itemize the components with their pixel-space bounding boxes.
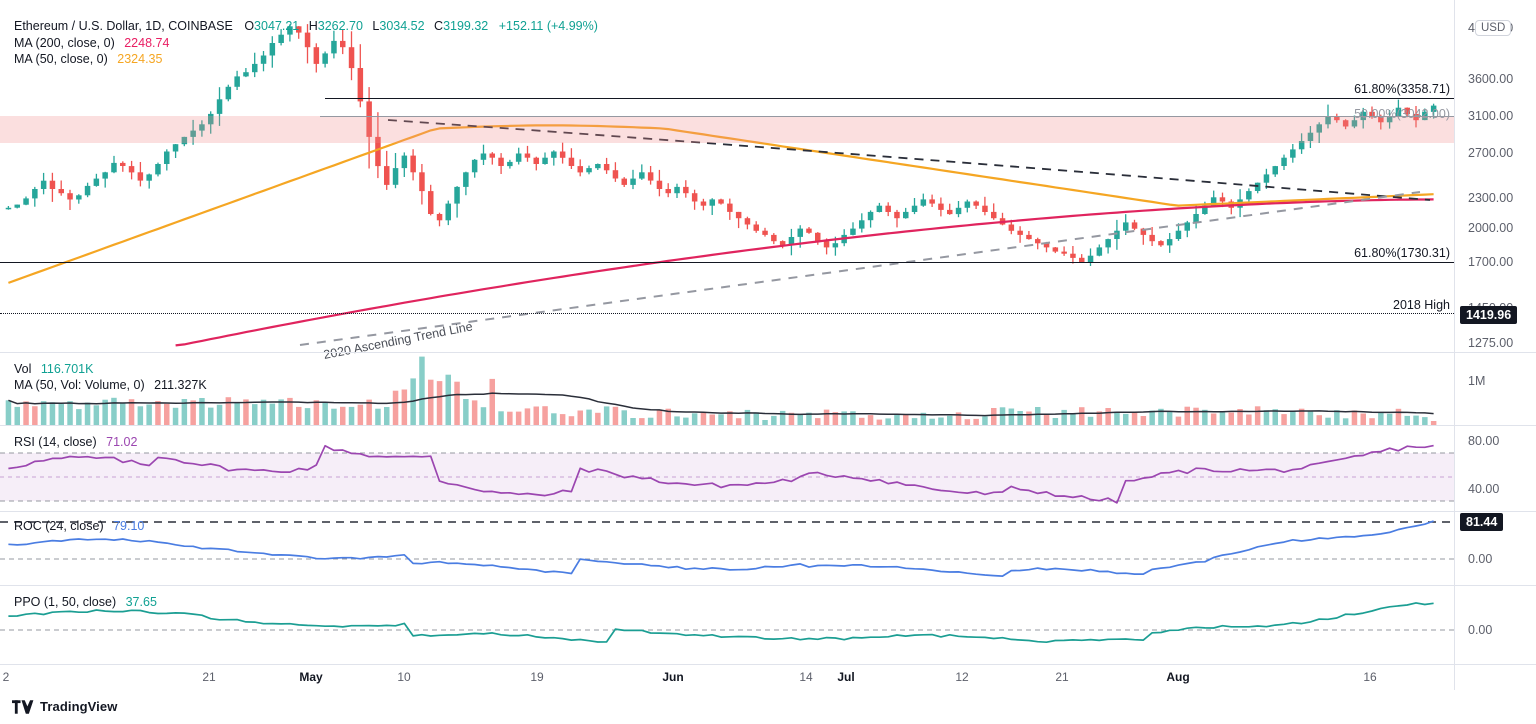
rsi-tick: 80.00 (1468, 434, 1500, 448)
rsi-tick: 40.00 (1468, 482, 1500, 496)
fib-label-618-upper: 61.80%(3358.71) (1354, 82, 1450, 96)
roc-axis[interactable]: 0.00 81.44 (1454, 512, 1536, 585)
fib-label-500: 50.00%(3042.00) (1354, 107, 1450, 121)
axis-divider (1454, 0, 1455, 690)
symbol-ohlc-row: Ethereum / U.S. Dollar, 1D, COINBASE O30… (14, 18, 598, 34)
ma200-value: 2248.74 (124, 36, 170, 50)
high-2018-line (0, 313, 1454, 314)
fib-line-500 (320, 116, 1454, 117)
volume-pane[interactable] (0, 353, 1454, 425)
time-axis[interactable]: 2 21 May 10 19 Jun 14 Jul 12 21 Aug 16 (0, 664, 1536, 692)
time-axis-label: 12 (955, 670, 969, 684)
ppo-legend[interactable]: PPO (1, 50, close) 37.65 (14, 594, 157, 610)
time-axis-label: May (299, 670, 323, 684)
pane-divider (0, 511, 1536, 512)
low-label: L (372, 19, 380, 33)
time-axis-label: Jul (837, 670, 855, 684)
price-tick: 2300.00 (1468, 191, 1514, 205)
ppo-pane[interactable] (0, 586, 1454, 664)
rsi-axis[interactable]: 80.00 40.00 (1454, 426, 1536, 511)
rsi-pane[interactable] (0, 426, 1454, 511)
tradingview-branding[interactable]: TradingView (12, 699, 117, 714)
high-value: 3262.70 (317, 19, 363, 33)
pane-divider (0, 352, 1536, 353)
price-legend: Ethereum / U.S. Dollar, 1D, COINBASE O30… (14, 18, 598, 67)
time-axis-label: 14 (799, 670, 813, 684)
vol-label: Vol (14, 362, 32, 376)
roc-legend[interactable]: ROC (24, close) 79.10 (14, 518, 144, 534)
price-chart-svg (5, 24, 1437, 347)
vol-ma-label: MA (50, Vol: Volume, 0) (14, 378, 145, 392)
resistance-zone (0, 116, 1454, 143)
time-axis-label: 19 (530, 670, 544, 684)
tradingview-label: TradingView (40, 699, 118, 714)
currency-badge[interactable]: USD (1475, 20, 1512, 36)
price-tick: 3100.00 (1468, 109, 1514, 123)
volume-chart-svg (5, 356, 1437, 425)
ma200-label: MA (200, close, 0) (14, 36, 115, 50)
ppo-label: PPO (1, 50, close) (14, 595, 117, 609)
high-2018-label: 2018 High (1393, 298, 1450, 312)
roc-pane[interactable] (0, 512, 1454, 585)
vol-ma-row[interactable]: MA (50, Vol: Volume, 0) 211.327K (14, 377, 207, 393)
close-value: 3199.32 (443, 19, 489, 33)
fib-line-618-lower (0, 262, 1454, 263)
ma50-label: MA (50, close, 0) (14, 52, 108, 66)
time-axis-label: 2 (2, 670, 10, 684)
volume-legend: Vol 116.701K MA (50, Vol: Volume, 0) 211… (14, 361, 207, 393)
fib-line-618-upper (325, 98, 1454, 99)
volume-tick: 1M (1468, 374, 1486, 388)
time-axis-label: Aug (1166, 670, 1190, 684)
change-value: +152.11 (+4.99%) (498, 19, 598, 33)
roc-tick: 0.00 (1468, 552, 1493, 566)
rsi-chart-svg (0, 444, 1454, 504)
roc-value: 79.10 (113, 519, 145, 533)
ma200-row[interactable]: MA (200, close, 0) 2248.74 (14, 35, 598, 51)
open-value: 3047.21 (254, 19, 300, 33)
roc-chart-svg (0, 520, 1454, 577)
ppo-tick: 0.00 (1468, 623, 1493, 637)
symbol-title[interactable]: Ethereum / U.S. Dollar, 1D, COINBASE (14, 19, 233, 33)
vol-row[interactable]: Vol 116.701K (14, 361, 207, 377)
time-axis-label: 10 (397, 670, 411, 684)
time-axis-label: 16 (1363, 670, 1377, 684)
ppo-chart-svg (0, 602, 1454, 644)
open-label: O (244, 19, 255, 33)
price-tick: 2700.00 (1468, 146, 1514, 160)
ma50-value: 2324.35 (117, 52, 163, 66)
price-tick: 1700.00 (1468, 255, 1514, 269)
vol-ma-value: 211.327K (154, 378, 207, 392)
roc-label: ROC (24, close) (14, 519, 104, 533)
rsi-value: 71.02 (106, 435, 138, 449)
pane-divider (0, 585, 1536, 586)
pane-divider (0, 425, 1536, 426)
price-tick: 2000.00 (1468, 221, 1514, 235)
vol-value: 116.701K (40, 362, 94, 376)
last-price-badge: 1419.96 (1460, 306, 1518, 324)
fib-label-618-lower: 61.80%(1730.31) (1354, 246, 1450, 260)
time-axis-label: 21 (202, 670, 216, 684)
ma50-row[interactable]: MA (50, close, 0) 2324.35 (14, 51, 598, 67)
ppo-value: 37.65 (125, 595, 157, 609)
volume-axis[interactable]: 1M (1454, 353, 1536, 425)
time-axis-divider (0, 664, 1536, 665)
price-pane[interactable] (0, 0, 1454, 352)
low-value: 3034.52 (379, 19, 425, 33)
roc-last-badge: 81.44 (1460, 513, 1504, 531)
rsi-legend[interactable]: RSI (14, close) 71.02 (14, 434, 137, 450)
price-tick: 1275.00 (1468, 336, 1514, 350)
time-axis-label: Jun (662, 670, 684, 684)
rsi-label: RSI (14, close) (14, 435, 97, 449)
price-tick: 3600.00 (1468, 72, 1514, 86)
high-label: H (308, 19, 318, 33)
close-label: C (434, 19, 444, 33)
time-axis-label: 21 (1055, 670, 1069, 684)
ppo-axis[interactable]: 0.00 (1454, 586, 1536, 664)
tradingview-logo-icon (12, 699, 34, 714)
price-axis[interactable]: 4000.00 3600.00 3100.00 2700.00 2300.00 … (1454, 0, 1536, 352)
